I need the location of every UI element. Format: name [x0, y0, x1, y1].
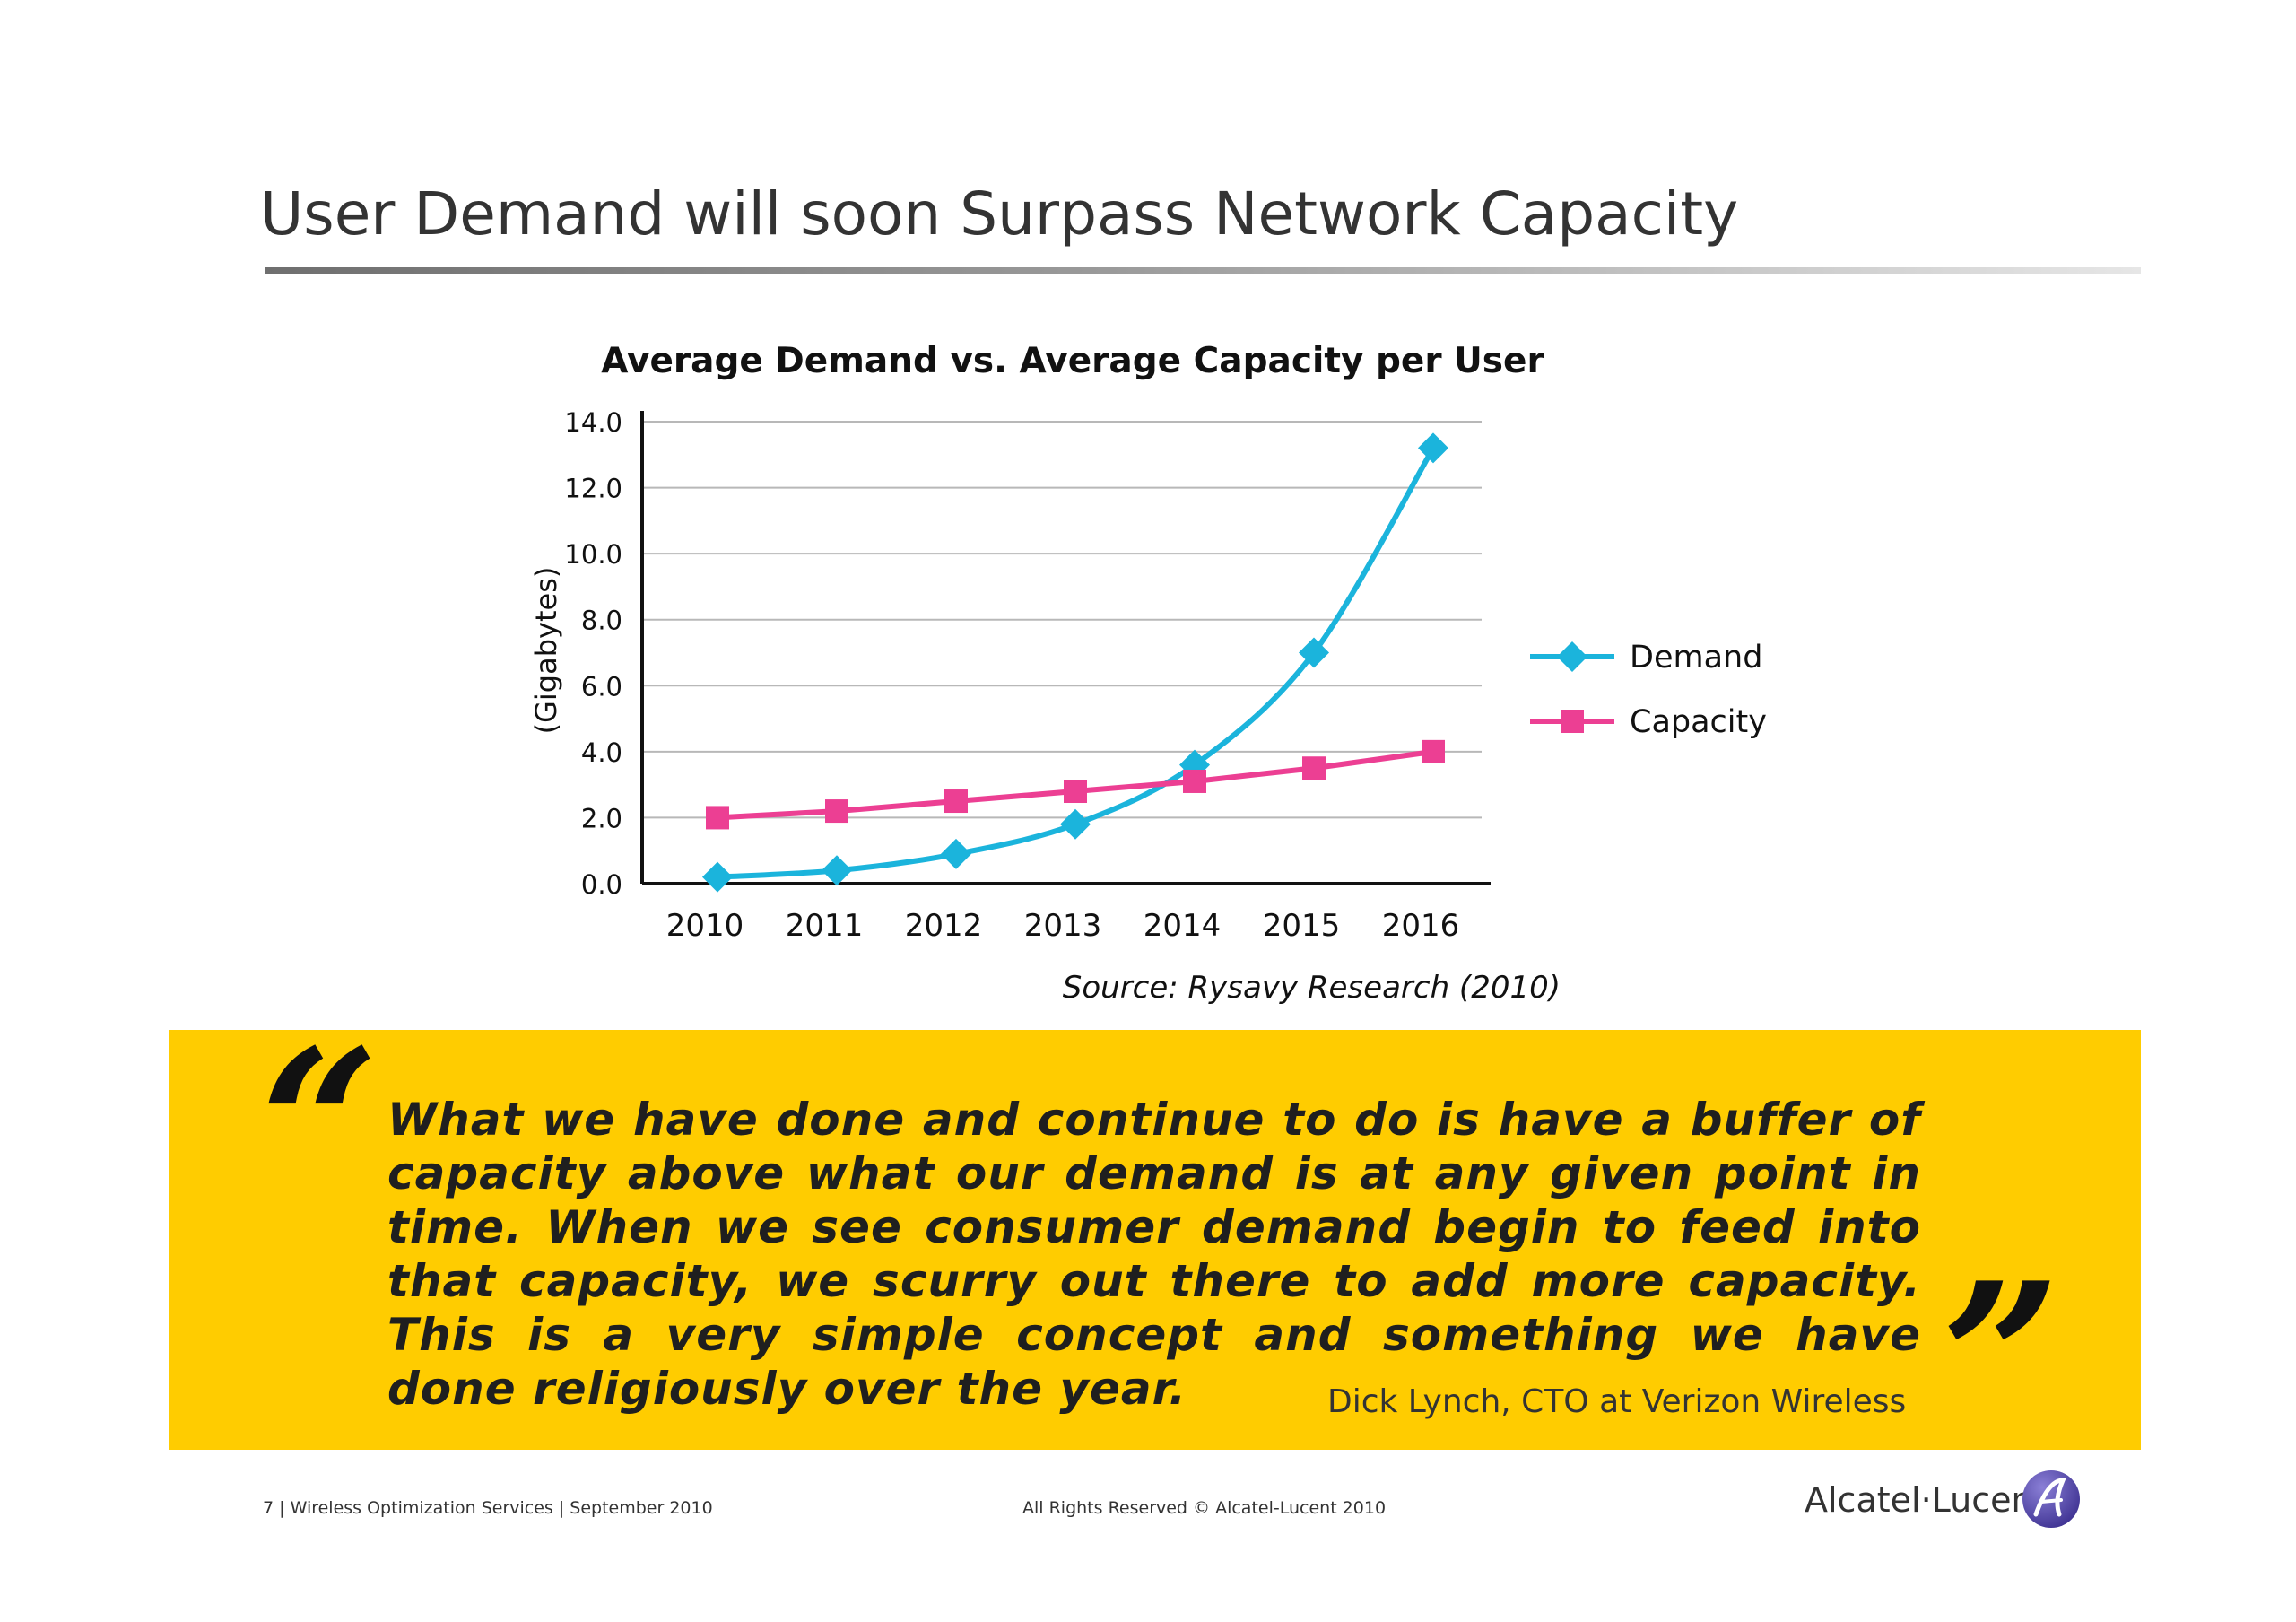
legend-marker-demand — [1557, 641, 1587, 672]
y-axis-label: (Gigabytes) — [529, 567, 563, 735]
y-tick-label: 0.0 — [581, 869, 622, 900]
line-chart: Average Demand vs. Average Capacity per … — [529, 341, 1767, 1006]
y-axis-ticks: 0.0 2.0 4.0 6.0 8.0 10.0 12.0 14.0 — [564, 407, 622, 900]
brand-name: Alcatel·Lucent — [1805, 1480, 2047, 1520]
x-tick-label: 2011 — [786, 908, 864, 944]
x-tick-label: 2014 — [1144, 908, 1222, 944]
quote-attribution: Dick Lynch, CTO at Verizon Wireless — [1327, 1383, 1907, 1420]
chart-source: Source: Rysavy Research (2010) — [1063, 970, 1561, 1006]
x-tick-label: 2012 — [905, 908, 983, 944]
legend-label-demand: Demand — [1630, 640, 1762, 676]
close-quote-icon: ” — [1942, 1238, 2061, 1480]
open-quote-icon: “ — [260, 1005, 379, 1247]
data-point-demand — [822, 855, 852, 886]
quote-panel — [169, 1030, 2141, 1450]
data-point-capacity — [944, 789, 968, 814]
x-tick-label: 2013 — [1024, 908, 1102, 944]
data-point-demand — [1418, 432, 1448, 464]
alcatel-lucent-logo-icon — [2022, 1470, 2080, 1528]
x-axis-ticks: 2010 2011 2012 2013 2014 2015 2016 — [666, 908, 1460, 944]
x-tick-label: 2010 — [666, 908, 744, 944]
title-divider — [265, 267, 2141, 274]
quote-text: What we have done and continue to do is … — [387, 1094, 1921, 1415]
data-point-demand — [1299, 637, 1329, 668]
slide-title: User Demand will soon Surpass Network Ca… — [260, 179, 1739, 249]
footer-page-info: 7 | Wireless Optimization Services | Sep… — [263, 1498, 713, 1518]
y-tick-label: 10.0 — [564, 539, 622, 570]
data-point-capacity — [1422, 739, 1445, 763]
grid-lines — [642, 421, 1482, 819]
legend-label-capacity: Capacity — [1630, 704, 1767, 740]
data-point-demand — [702, 861, 733, 893]
y-tick-label: 14.0 — [564, 407, 622, 438]
y-tick-label: 12.0 — [564, 474, 622, 504]
x-tick-label: 2016 — [1382, 908, 1460, 944]
data-point-capacity — [825, 799, 848, 824]
y-tick-label: 4.0 — [581, 737, 622, 768]
data-point-demand — [1060, 808, 1091, 840]
legend: Demand Capacity — [1530, 640, 1767, 740]
data-point-capacity — [1064, 780, 1087, 803]
data-point-capacity — [1302, 756, 1326, 780]
y-tick-label: 2.0 — [581, 803, 622, 833]
footer-copyright: All Rights Reserved © Alcatel-Lucent 201… — [1022, 1498, 1387, 1518]
data-point-capacity — [706, 806, 729, 830]
chart-title: Average Demand vs. Average Capacity per … — [601, 341, 1544, 381]
legend-marker-capacity — [1561, 710, 1584, 733]
data-point-capacity — [1183, 769, 1206, 793]
x-tick-label: 2015 — [1263, 908, 1341, 944]
series-lines — [702, 432, 1448, 893]
data-point-demand — [941, 838, 971, 869]
y-tick-label: 6.0 — [581, 671, 622, 702]
y-tick-label: 8.0 — [581, 606, 622, 636]
